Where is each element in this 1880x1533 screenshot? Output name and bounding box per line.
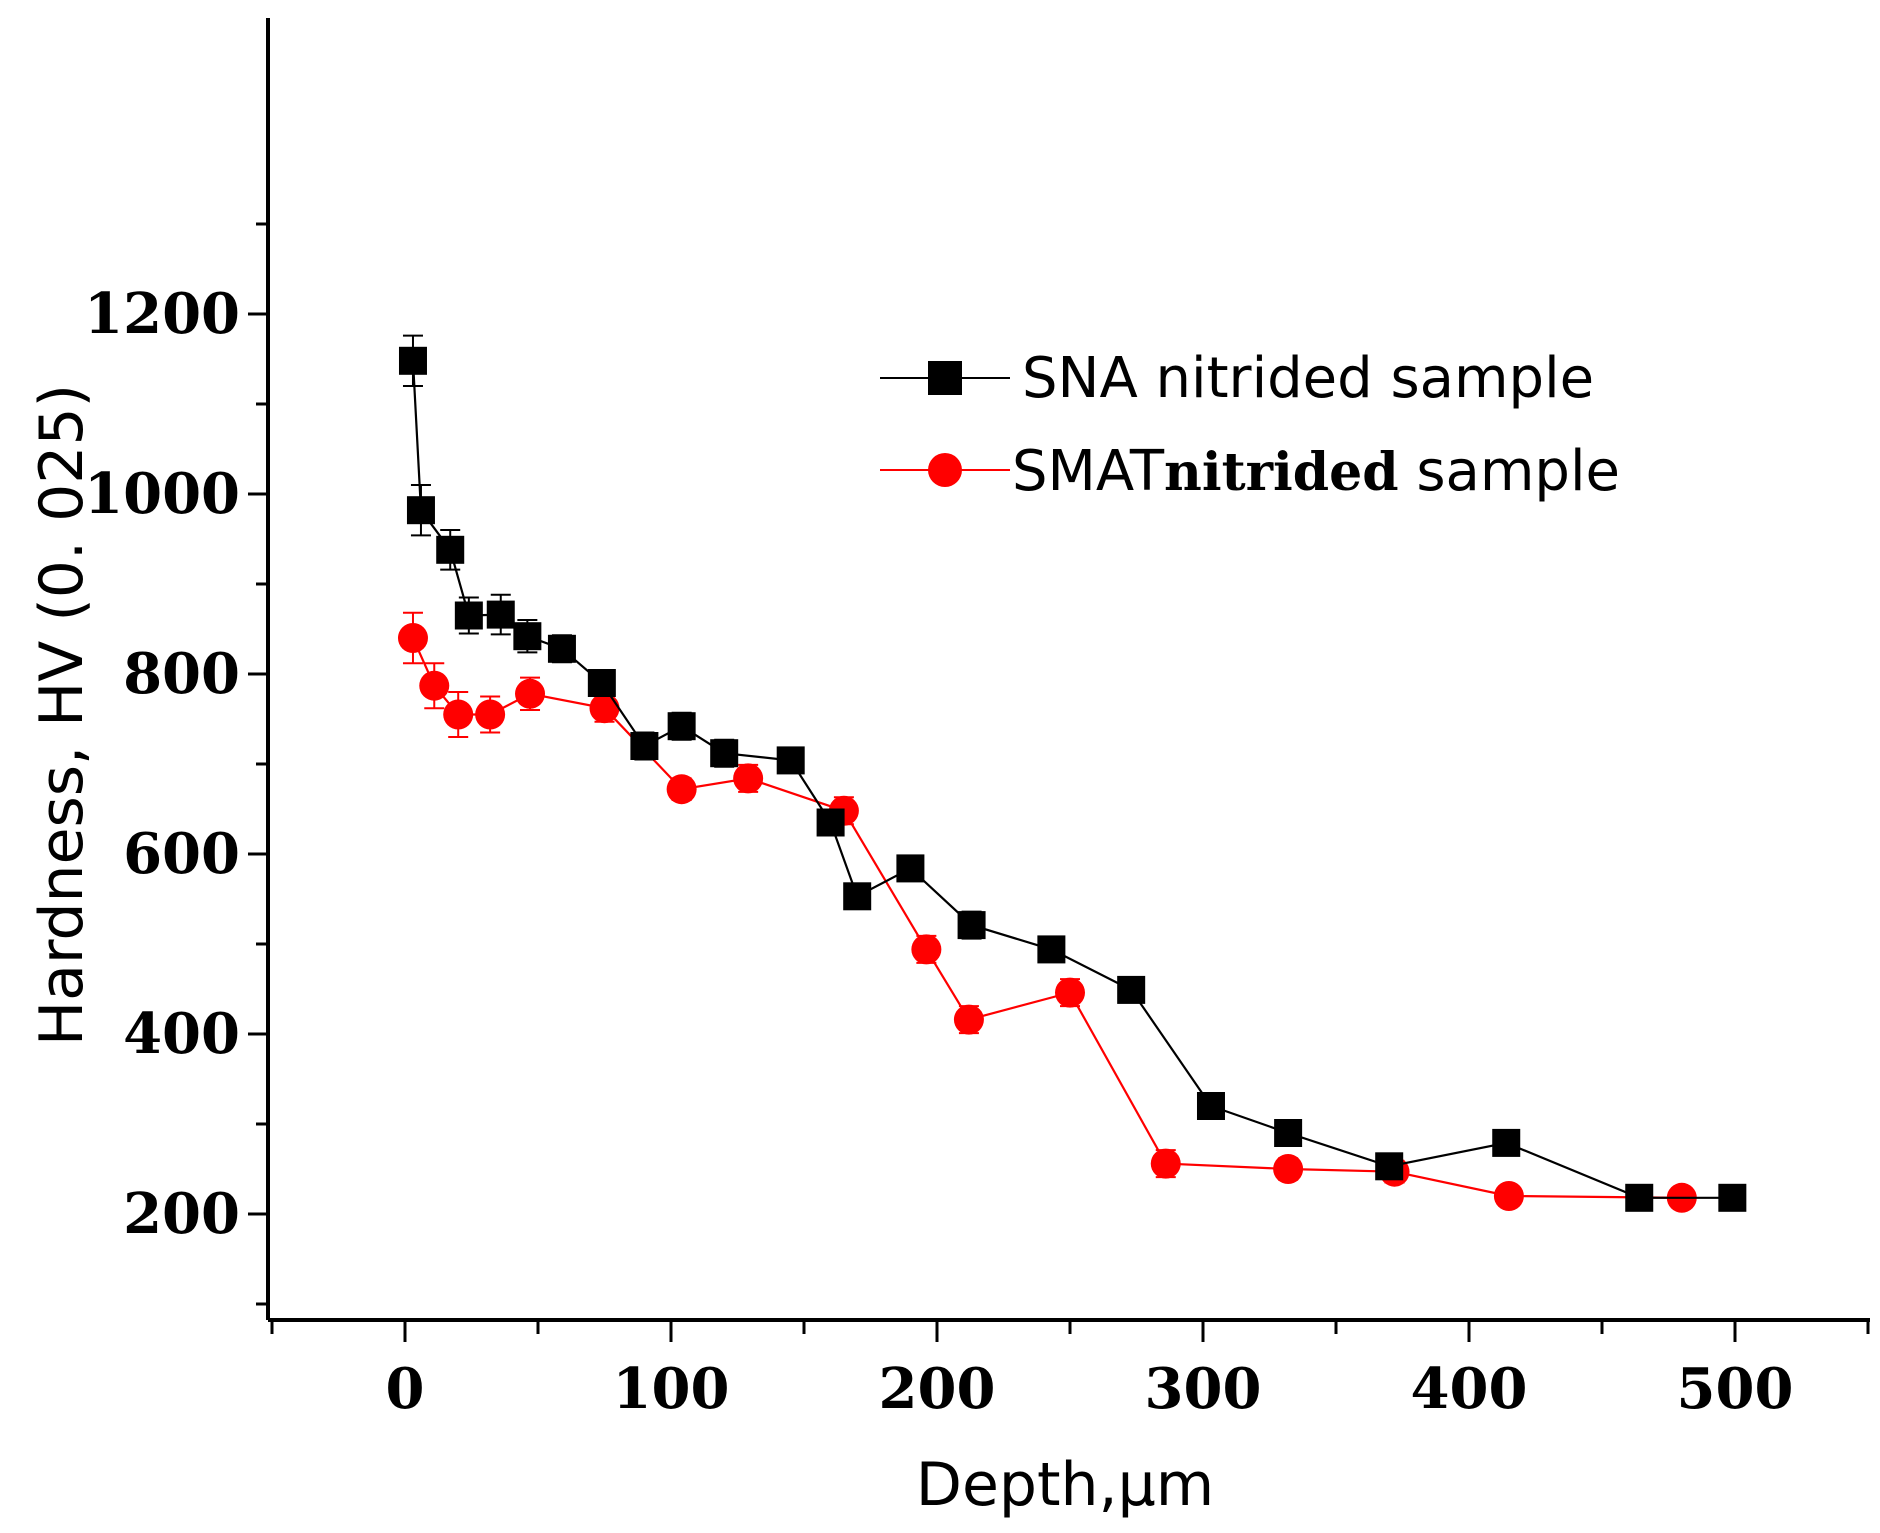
data-point-square [436,535,465,564]
data-point-square [547,634,576,663]
data-point-circle [515,678,546,709]
y-ticks: 200 400 600 800 1000 1200 [84,222,268,1306]
data-point-square [710,739,739,768]
data-point-square [957,911,986,940]
legend-sna-marker [928,361,962,395]
data-point-square [587,669,616,697]
data-point-square [1196,1092,1225,1120]
data-point-circle [1273,1154,1304,1184]
data-point-square [513,622,542,651]
data-point-square [1274,1119,1303,1147]
data-point-square [630,732,659,760]
y-tick-label: 200 [123,1181,240,1247]
y-axis-title: Hardness, HV (0. 025) [27,384,97,1046]
series-layer [397,334,1747,1213]
data-point-square [816,808,845,837]
data-point-circle [419,670,450,701]
y-tick-label: 1000 [84,461,240,527]
data-point-square [776,746,805,775]
data-point-square [406,496,435,525]
data-point-square [1375,1152,1404,1181]
legend-smat-label-main: SMAT [1012,439,1165,504]
x-tick-label: 0 [386,1356,425,1422]
data-point-circle [475,699,506,730]
x-axis-title: Depth,μm [916,1450,1214,1520]
legend-smat-marker [928,453,962,487]
data-point-circle [1150,1148,1181,1179]
legend-smat-label: SMATnitrided sample [1012,439,1620,504]
series-smat [397,611,1697,1213]
data-point-square [1625,1183,1654,1212]
data-point-circle [1493,1181,1524,1211]
data-point-square [398,346,427,375]
y-tick-label: 1200 [84,281,240,347]
data-point-square [896,854,925,883]
data-point-circle [733,763,764,794]
x-tick-label: 200 [879,1356,996,1422]
axes [266,18,1870,1322]
y-tick-label: 800 [123,641,240,707]
data-point-square [667,712,696,741]
y-tick-label: 600 [123,821,240,887]
data-point-square [843,882,872,911]
data-point-square [1492,1128,1521,1157]
y-tick-label: 400 [123,1001,240,1067]
legend-smat-label-serif: nitrided [1164,442,1399,503]
data-point-square [1117,975,1146,1004]
data-point-square [1718,1183,1747,1212]
data-point-circle [666,774,697,805]
x-tick-label: 300 [1145,1356,1262,1422]
data-point-circle [397,623,428,653]
legend-sna-label: SNA nitrided sample [1022,346,1594,411]
data-point-circle [1055,977,1085,1008]
x-tick-label: 400 [1411,1356,1528,1422]
data-point-circle [589,693,620,724]
data-point-square [486,600,515,629]
data-point-circle [443,699,474,730]
x-tick-label: 500 [1677,1356,1794,1422]
legend: SNA nitrided sample SMATnitrided sample [880,346,1620,504]
data-point-square [1037,935,1066,964]
series-sna [398,334,1747,1212]
x-tick-label: 100 [613,1356,730,1422]
data-point-circle [953,1004,984,1035]
legend-smat-label-end: sample [1399,439,1620,504]
data-point-square [454,601,483,630]
data-point-circle [911,934,942,965]
x-ticks: 0 100 200 300 400 500 [270,1320,1870,1422]
